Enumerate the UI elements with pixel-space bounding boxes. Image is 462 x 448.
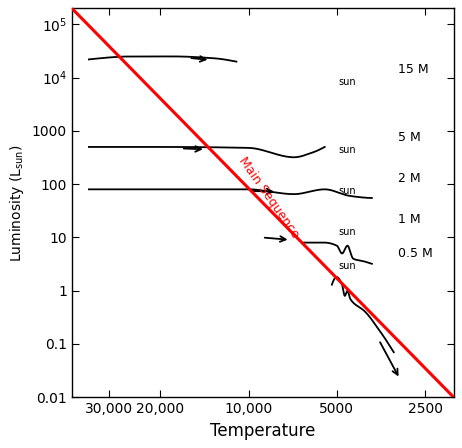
- Text: 0.5 M: 0.5 M: [398, 247, 432, 260]
- Text: 5 M: 5 M: [398, 131, 420, 144]
- X-axis label: Temperature: Temperature: [210, 422, 316, 439]
- Text: sun: sun: [338, 186, 356, 196]
- Text: 1 M: 1 M: [398, 213, 420, 226]
- Text: 2 M: 2 M: [398, 172, 420, 185]
- Text: Main Sequence: Main Sequence: [237, 155, 302, 241]
- Text: sun: sun: [338, 227, 356, 237]
- Text: sun: sun: [338, 261, 356, 271]
- Text: 15 M: 15 M: [398, 63, 428, 76]
- Text: sun: sun: [338, 145, 356, 155]
- Text: sun: sun: [338, 78, 356, 87]
- Y-axis label: Luminosity (L$_\mathrm{sun}$): Luminosity (L$_\mathrm{sun}$): [8, 144, 26, 262]
